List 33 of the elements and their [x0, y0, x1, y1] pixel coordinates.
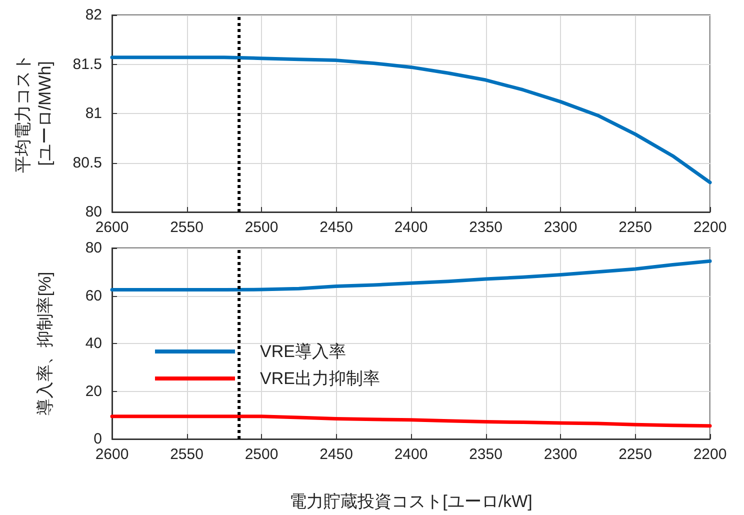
x-tick-label: 2400	[394, 219, 428, 236]
x-tick-label: 2500	[244, 219, 278, 236]
x-tick-label: 2400	[394, 446, 428, 463]
y-tick-label: 40	[85, 335, 102, 352]
y-tick-label: 80	[85, 204, 102, 220]
x-tick-label: 2250	[618, 446, 652, 463]
legend-label: VRE導入率	[260, 342, 346, 361]
y-tick-label: 80.5	[72, 154, 102, 172]
y-tick-label: 0	[94, 430, 102, 448]
y-axis-title: 平均電力コスト [ユーロ/MWh]	[14, 54, 54, 173]
x-tick-label: 2200	[693, 446, 727, 463]
x-tick-label: 2350	[469, 219, 502, 236]
y-tick-label: 81.5	[72, 56, 102, 73]
x-tick-label: 2300	[544, 446, 578, 463]
y-tick-label: 82	[85, 6, 102, 24]
y-tick-label: 81	[85, 105, 102, 122]
x-tick-label: 2350	[469, 446, 502, 463]
legend-label: VRE出力抑制率	[260, 369, 380, 388]
x-tick-label: 2300	[544, 219, 578, 236]
x-tick-label: 2200	[693, 219, 727, 236]
x-tick-label: 2500	[244, 446, 278, 463]
x-tick-label: 2250	[618, 219, 652, 236]
y-axis-title: 導入率、抑制率[%]	[36, 272, 54, 416]
x-tick-label: 2450	[320, 446, 353, 463]
x-tick-label: 2600	[95, 219, 129, 236]
x-tick-label: 2550	[170, 446, 204, 463]
x-tick-label: 2450	[320, 219, 353, 236]
y-tick-label: 20	[85, 382, 102, 400]
x-tick-label: 2600	[95, 446, 129, 463]
y-tick-label: 60	[85, 287, 102, 304]
y-tick-label: 80	[85, 240, 102, 256]
x-axis-title: 電力貯蔵投資コスト[ユーロ/kW]	[290, 492, 532, 511]
x-tick-label: 2550	[170, 219, 204, 236]
